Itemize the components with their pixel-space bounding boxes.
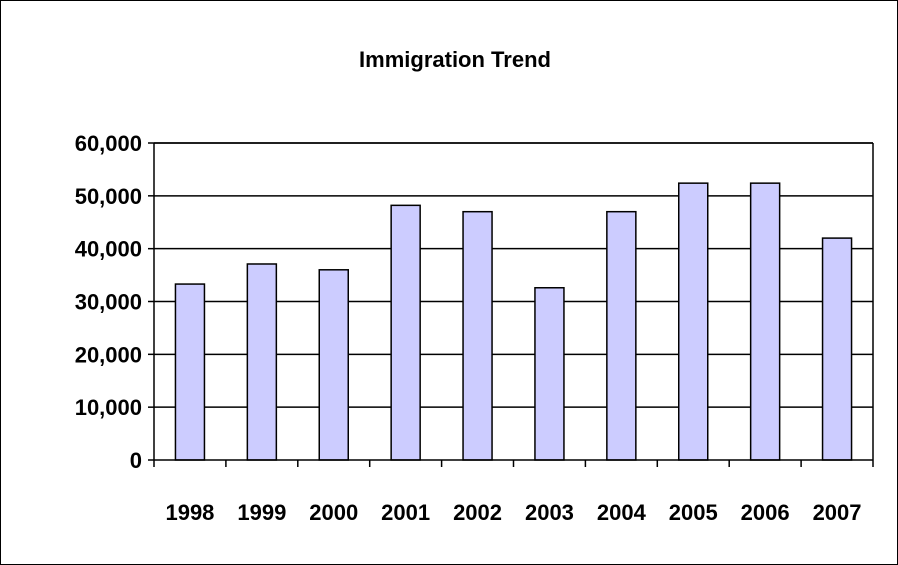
x-tick-label: 2007 bbox=[813, 500, 862, 525]
bar-2007 bbox=[821, 237, 853, 461]
bar-2002 bbox=[462, 210, 493, 461]
x-tick-label: 2002 bbox=[453, 500, 502, 525]
x-tick-label: 2006 bbox=[741, 500, 790, 525]
y-tick-label: 30,000 bbox=[75, 290, 142, 315]
y-tick-label: 60,000 bbox=[75, 131, 142, 156]
y-tick-label: 0 bbox=[130, 448, 142, 473]
x-tick-label: 2000 bbox=[309, 500, 358, 525]
y-tick-label: 10,000 bbox=[75, 395, 142, 420]
axes bbox=[148, 142, 874, 467]
x-tick-label: 2004 bbox=[597, 500, 647, 525]
bar-2005 bbox=[678, 182, 709, 461]
x-tick-labels: 1998 1999 2000 2001 2002 2003 2004 2005 2006 2007 bbox=[165, 500, 861, 525]
bar-1999 bbox=[246, 263, 278, 461]
bar-2000 bbox=[318, 269, 349, 461]
y-tick-label: 50,000 bbox=[75, 184, 142, 209]
y-tick-label: 40,000 bbox=[75, 237, 142, 262]
x-tick-label: 2005 bbox=[669, 500, 718, 525]
x-tick-label: 2001 bbox=[381, 500, 430, 525]
x-tick-label: 2003 bbox=[525, 500, 574, 525]
y-tick-label: 20,000 bbox=[75, 342, 142, 367]
bar-2003 bbox=[534, 287, 565, 461]
bar-2006 bbox=[749, 182, 781, 461]
y-tick-labels: 0 10,000 20,000 30,000 40,000 50,000 60,000 bbox=[75, 131, 142, 473]
chart-title: Immigration Trend bbox=[359, 47, 551, 72]
bar-1998 bbox=[174, 283, 206, 461]
bar-2001 bbox=[390, 204, 421, 461]
x-tick-label: 1998 bbox=[165, 500, 214, 525]
bars bbox=[174, 182, 853, 461]
bar-2004 bbox=[606, 210, 637, 461]
x-tick-label: 1999 bbox=[237, 500, 286, 525]
